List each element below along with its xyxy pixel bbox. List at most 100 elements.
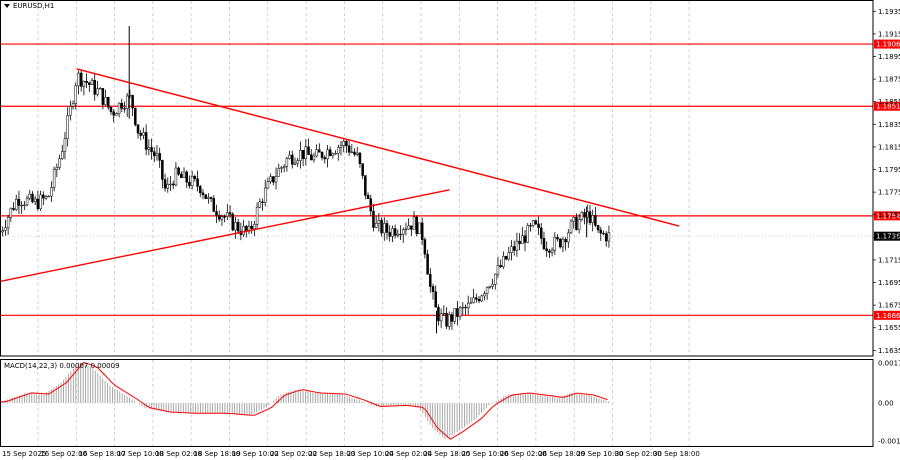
- candle-body: [4, 227, 7, 231]
- candle-body: [234, 222, 237, 231]
- candle-body: [134, 107, 137, 125]
- price-tick-label: 1.1655: [878, 324, 900, 332]
- candle-body: [526, 225, 529, 243]
- candle-body: [374, 222, 378, 228]
- symbol-title[interactable]: EURUSD,H1: [4, 2, 54, 10]
- candle-body: [288, 154, 291, 159]
- candle-body: [353, 151, 356, 155]
- level-price-label: 1.1666: [876, 312, 900, 320]
- candle-body: [529, 225, 532, 227]
- candle-body: [293, 162, 297, 165]
- candle-body: [504, 256, 508, 260]
- candle-body: [461, 306, 465, 309]
- candle-body: [296, 160, 299, 164]
- candle-body: [9, 207, 13, 218]
- candle-body: [583, 212, 586, 218]
- candle-body: [161, 160, 164, 180]
- candle-body: [594, 215, 597, 226]
- candle-body: [231, 213, 234, 231]
- macd-value-2: 0.00009: [90, 362, 120, 370]
- candle-body: [199, 186, 202, 194]
- candle-body: [212, 198, 216, 212]
- candle-body: [307, 146, 310, 155]
- macd-title: MACD(14,22,3) 0.00007 0.00009: [4, 362, 120, 370]
- candle-body: [355, 152, 359, 155]
- candle-body: [69, 106, 72, 116]
- candle-body: [182, 171, 186, 178]
- candle-body: [163, 179, 167, 189]
- candle-body: [445, 312, 448, 327]
- candle-body: [561, 238, 565, 248]
- candle-body: [537, 223, 540, 229]
- candle-body: [464, 306, 467, 309]
- candle-body: [564, 238, 567, 243]
- candle-body: [215, 211, 218, 216]
- time-tick-label: 17 Sep 10:00: [117, 450, 164, 458]
- price-tick-label: 1.1675: [878, 302, 900, 310]
- horizontal-levels[interactable]: 1.1906 1.1851 1.1754 1.1666 1.1736: [0, 39, 900, 320]
- macd-label: MACD(14,22,3): [4, 362, 58, 370]
- time-tick-label: 16 Sep 18:00: [79, 450, 126, 458]
- trendlines[interactable]: [0, 68, 680, 283]
- candle-body: [28, 193, 32, 199]
- candle-body: [328, 149, 332, 156]
- candle-body: [1, 230, 4, 233]
- candle-body: [261, 201, 264, 203]
- candle-body: [220, 216, 224, 220]
- candle-body: [125, 95, 129, 109]
- candle-body: [142, 132, 145, 136]
- price-tick-label: 1.1855: [878, 98, 900, 106]
- candle-body: [272, 176, 275, 183]
- symbol-label: EURUSD,H1: [13, 2, 55, 10]
- candle-body: [334, 153, 337, 155]
- candle-body: [280, 167, 283, 169]
- candle-body: [434, 291, 437, 308]
- candle-body: [488, 286, 492, 288]
- candle-body: [33, 198, 37, 203]
- candle-body: [391, 228, 394, 237]
- candle-body: [71, 103, 75, 107]
- candle-body: [107, 97, 110, 108]
- candle-body: [207, 197, 210, 199]
- candle-body: [120, 102, 124, 109]
- candle-body: [174, 167, 178, 186]
- candle-body: [580, 212, 584, 220]
- time-tick-label: 29 Sep 10:00: [577, 450, 624, 458]
- candle-body: [512, 246, 516, 251]
- candle-body: [323, 157, 327, 160]
- candle-body: [245, 225, 248, 232]
- candle-body: [458, 307, 462, 317]
- candle-body: [60, 151, 64, 160]
- time-tick-label: 15 Sep 2025: [2, 450, 46, 458]
- candle-body: [123, 108, 126, 110]
- candle-body: [523, 235, 527, 243]
- time-tick-label: 19 Sep 10:00: [232, 450, 279, 458]
- candle-body: [77, 72, 80, 87]
- candle-body: [266, 181, 270, 189]
- price-tick-label: 1.1715: [878, 256, 900, 264]
- candle-body: [456, 308, 459, 317]
- dropdown-caret-icon[interactable]: [4, 4, 10, 8]
- candle-body: [63, 138, 67, 152]
- candle-body: [366, 195, 370, 199]
- candle-body: [185, 171, 188, 183]
- candle-body: [388, 232, 391, 237]
- level-price-tag: [874, 211, 900, 221]
- candle-body: [491, 283, 494, 287]
- candle-body: [596, 225, 600, 231]
- candle-body: [36, 198, 40, 210]
- candle-body: [431, 286, 435, 292]
- candle-body: [480, 295, 483, 302]
- candle-body: [204, 194, 207, 199]
- candle-body: [14, 198, 18, 210]
- candle-body: [180, 173, 183, 178]
- candle-body: [326, 149, 329, 160]
- candle-body: [90, 80, 94, 85]
- candle-body: [98, 88, 102, 90]
- candle-body: [190, 176, 194, 187]
- candle-body: [144, 132, 148, 150]
- candle-body: [66, 115, 69, 140]
- price-tick-label: 1.1735: [878, 234, 900, 242]
